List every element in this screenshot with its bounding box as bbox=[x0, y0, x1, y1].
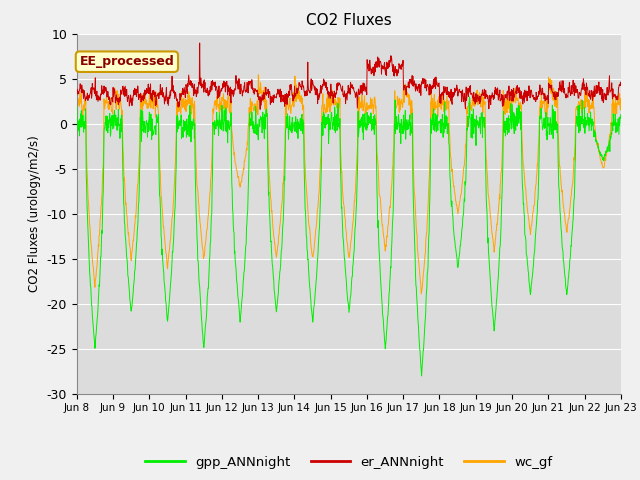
Legend: gpp_ANNnight, er_ANNnight, wc_gf: gpp_ANNnight, er_ANNnight, wc_gf bbox=[140, 451, 557, 474]
Y-axis label: CO2 Fluxes (urology/m2/s): CO2 Fluxes (urology/m2/s) bbox=[28, 135, 41, 292]
Title: CO2 Fluxes: CO2 Fluxes bbox=[306, 13, 392, 28]
Text: EE_processed: EE_processed bbox=[79, 55, 174, 68]
